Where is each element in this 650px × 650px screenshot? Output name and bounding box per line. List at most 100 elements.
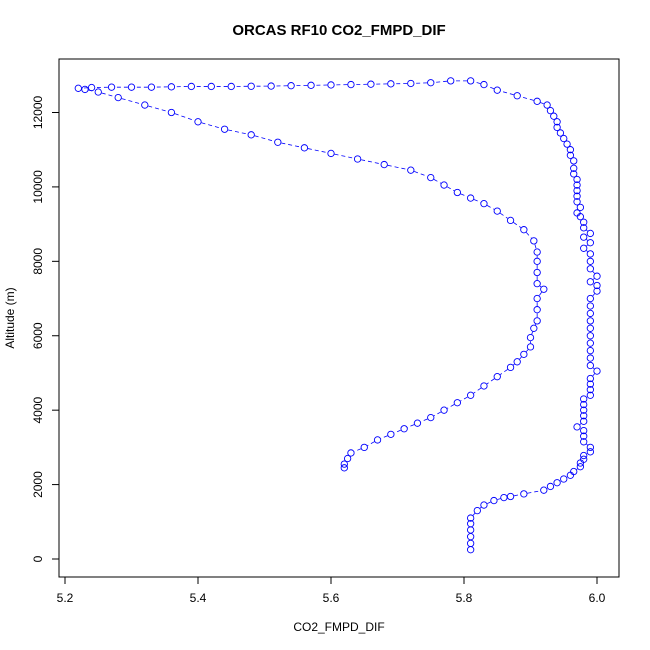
series-connector [420,418,428,423]
data-point [340,460,348,468]
y-tick-label: 10000 [31,170,45,204]
data-point [187,82,196,91]
data-point [586,294,594,303]
data-point [556,129,565,137]
data-point [580,438,588,446]
series-connector [228,129,248,135]
data-point [247,131,255,139]
x-axis: 5.2 5.4 5.6 5.8 6.0 [57,576,606,605]
y-tick-label: 4000 [31,396,45,423]
data-point [493,373,501,381]
data-point [513,358,521,366]
data-point [227,82,235,91]
data-point [493,86,501,94]
data-point [546,106,555,115]
series-connector [387,164,408,170]
data-point [586,391,594,399]
x-tick-label: 5.8 [456,591,473,605]
data-point [81,85,89,94]
y-tick-label: 8000 [31,248,45,275]
series-connector [586,244,588,247]
data-point [307,81,315,89]
chart-title: ORCAS RF10 CO2_FMPD_DIF [232,22,445,39]
data-point [427,173,435,182]
series-connector [460,193,468,198]
series-connector [531,331,533,335]
data-point [576,463,585,471]
data-point [586,302,594,310]
data-point [533,248,541,256]
data-point [570,157,578,165]
data-point [407,166,415,174]
data-point [466,546,475,554]
data-point [553,123,561,132]
data-point [114,93,122,102]
series-connector [433,179,442,184]
data-point [533,294,541,303]
data-point [167,83,176,91]
data-point [407,79,415,88]
data-point [340,464,348,472]
data-point [593,281,601,290]
data-point [533,268,541,277]
x-axis-label: CO2_FMPD_DIF [293,620,384,634]
series-connector [586,239,588,241]
data-point [543,101,551,109]
data-point [586,380,594,388]
data-point [267,82,275,90]
series-connector [592,271,595,274]
series-connector [539,285,542,288]
data-point [586,386,594,394]
data-point [347,449,355,457]
data-point [194,118,202,126]
data-point [506,492,515,501]
data-point [576,203,585,212]
data-point [586,324,594,332]
series-connector [487,501,491,504]
data-point [540,486,548,494]
data-point [480,382,488,390]
data-point [586,257,594,265]
series-connector [586,229,588,232]
data-point [480,501,488,509]
series-connector [148,105,169,112]
data-point [480,200,488,208]
data-point [553,479,561,487]
data-point [553,118,561,126]
series-connector [414,171,428,177]
series-connector [579,423,582,425]
series-connector [281,142,301,148]
data-point [367,80,375,88]
data-point [466,514,475,522]
data-point [530,324,538,332]
data-point [400,425,408,433]
data-point [220,125,229,133]
series-connector [394,429,401,434]
series-connector [407,424,415,428]
data-point [533,306,541,314]
data-point [520,490,528,498]
data-point [380,160,388,169]
series-connector [500,90,514,96]
data-point [107,83,116,91]
data-point [573,186,581,195]
data-point [343,454,352,463]
data-point [580,455,588,463]
data-point [580,224,588,232]
y-tick-label: 2000 [31,471,45,498]
data-point [586,317,594,325]
data-point [560,134,568,143]
series-connector [519,356,522,360]
series-connector [472,513,476,516]
data-point [586,332,594,340]
data-point [453,399,461,407]
data-point [586,354,594,362]
series-connector [513,222,522,228]
data-point [540,285,548,293]
data-point [427,79,435,87]
data-point [466,533,475,541]
data-point [327,149,335,158]
data-point [533,317,541,325]
series-connector [538,291,543,296]
series-connector [486,378,495,385]
